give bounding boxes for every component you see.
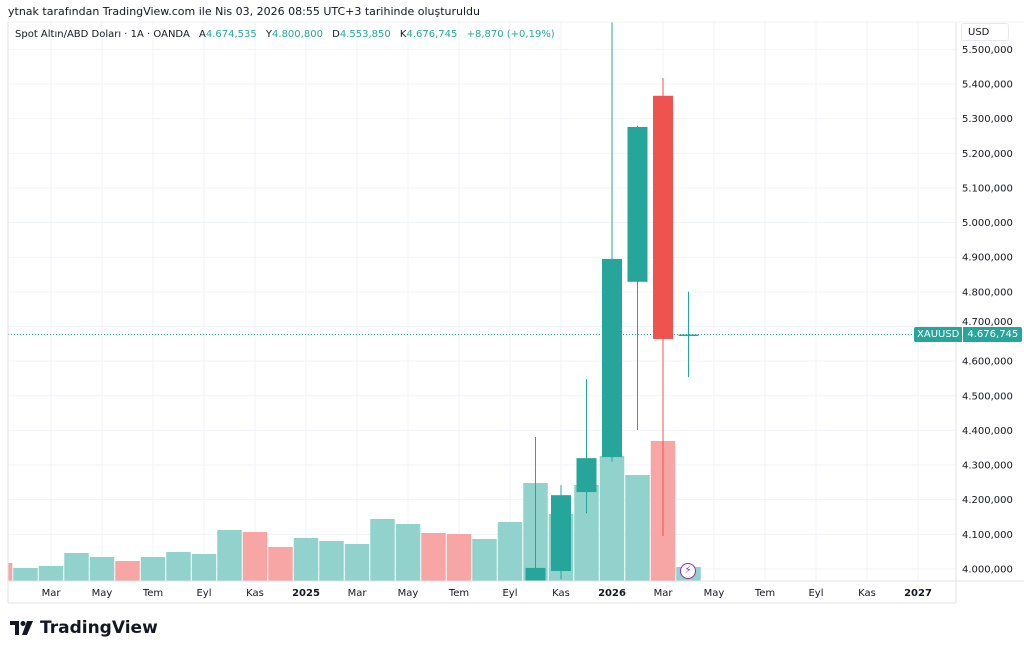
volume-bar [421,533,446,581]
volume-bar [242,532,268,581]
volume-bar [166,552,191,581]
candle-body [551,495,571,572]
y-tick-label: 5.500,000 [962,45,1013,56]
y-tick-label: 4.800,000 [962,287,1013,298]
close-label: K [399,29,407,40]
volume-bar [38,566,64,581]
volume-bar [370,519,395,581]
volume-bar [625,475,650,581]
logo-text: TradingView [40,618,158,638]
chart-attribution: ytnak tarafından TradingView.com ile Nis… [8,5,480,18]
x-tick-label: May [92,588,113,599]
y-tick-label: 5.100,000 [962,183,1013,194]
price-tag-value: 4.676,745 [962,327,1022,343]
low-label: D [332,29,340,40]
candle-body [653,95,673,339]
x-tick-label: Eyl [196,588,211,599]
x-tick-label: May [704,588,725,599]
x-tick-label: Mar [654,588,674,599]
y-tick-label: 4.900,000 [962,253,1013,264]
change-value: +8,870 (+0,19%) [466,29,555,40]
y-tick-label: 4.300,000 [962,461,1013,472]
volume-bar [472,539,497,581]
x-tick-label: 2025 [292,588,320,599]
axes: 4.000,000 4.100,000 4.200,000 4.300,000 4.40… [7,21,1024,604]
x-tick-label: Tem [754,588,775,599]
y-tick-label: 5.400,000 [962,80,1013,91]
volume-bar [13,568,38,581]
x-tick-label: May [398,588,419,599]
volume-bar [191,554,217,581]
x-tick-label: Kas [552,588,570,599]
y-tick-label: 4.200,000 [962,495,1013,506]
open-label: A [198,29,206,40]
high-label: Y [265,29,273,40]
x-tick-label: Eyl [808,588,823,599]
price-tag-symbol: XAUUSD [917,329,960,341]
volume-bar [599,456,625,581]
candle-body [627,126,648,282]
y-tick-label: 5.000,000 [962,218,1013,229]
x-tick-label: Tem [448,588,469,599]
grid-lines [8,22,956,581]
volume-bar [446,534,472,581]
x-tick-label: Eyl [502,588,517,599]
x-tick-label: Mar [42,588,62,599]
currency-button[interactable]: USD [961,23,1009,41]
high-value: 4.800,800 [272,29,323,40]
candle-body [678,334,699,337]
last-price-tag: XAUUSD 4.676,745 [914,327,1023,343]
y-tick-label: 5.300,000 [962,114,1013,125]
volume-bar [115,561,140,581]
volume-bar [497,522,523,581]
x-tick-label: 2026 [598,588,626,599]
x-tick-label: Mar [348,588,368,599]
volume-bar [8,563,13,581]
lightning-event-icon[interactable]: ⚡ [680,563,696,579]
open-value: 4.674,535 [205,29,257,40]
candles [8,22,956,581]
y-tick-label: 4.400,000 [962,426,1013,437]
x-tick-label: Kas [858,588,876,599]
tradingview-logo-icon [10,621,33,635]
x-tick-label: 2027 [904,588,932,599]
tradingview-logo[interactable]: TradingView [10,618,158,638]
y-tick-label: 4.500,000 [962,391,1013,402]
close-value: 4.676,745 [406,29,458,40]
y-tick-label: 4.100,000 [962,530,1013,541]
volume-bar [268,547,293,581]
symbol-legend: Spot Altın/ABD Doları · 1A · OANDA A4.67… [15,29,555,40]
y-tick-label: 5.200,000 [962,149,1013,160]
candle-body [576,458,597,493]
volume-bar [89,557,115,581]
x-tick-label: Kas [246,588,264,599]
y-tick-label: 4.000,000 [962,564,1013,575]
low-value: 4.553,850 [339,29,391,40]
volume-bar [64,553,89,581]
volume-bar [319,541,344,581]
x-tick-label: Tem [142,588,163,599]
volume-bar [140,557,166,581]
candle-body [525,567,546,581]
volume-bar [293,538,319,581]
volume-bar [395,524,421,581]
y-tick-label: 4.600,000 [962,357,1013,368]
volume-bar [344,544,370,581]
volume-bars [8,441,701,581]
volume-bar [217,530,242,581]
y-tick-label: 4.700,000 [962,317,1013,328]
candle-body [602,258,622,458]
symbol-title[interactable]: Spot Altın/ABD Doları · 1A · OANDA [15,29,190,40]
